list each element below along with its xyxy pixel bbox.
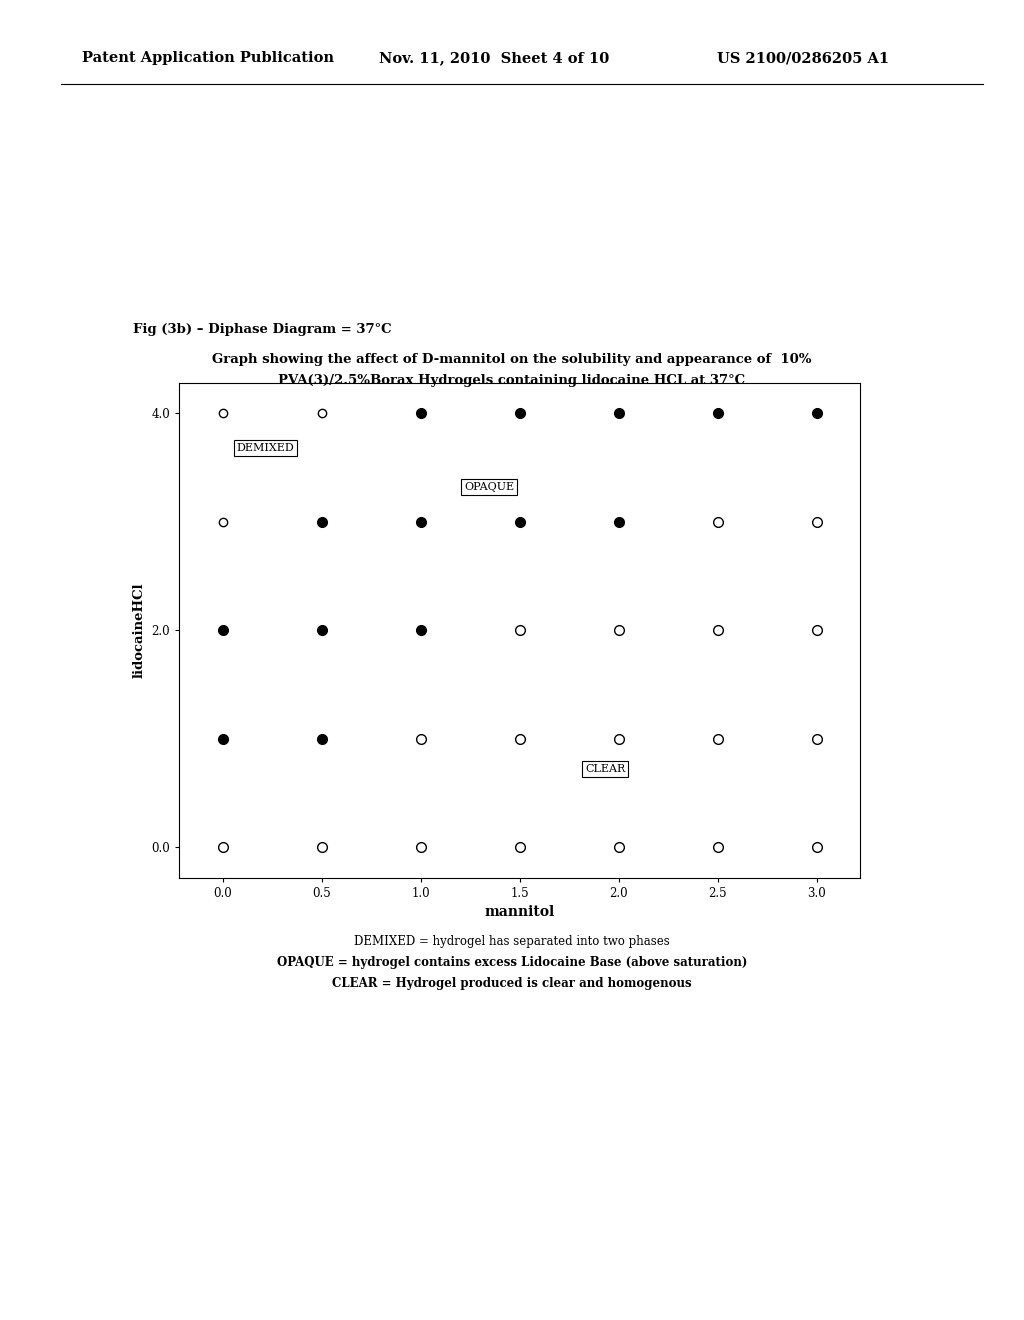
Text: Graph showing the affect of D-mannitol on the solubility and appearance of  10%: Graph showing the affect of D-mannitol o… [212,352,812,366]
Text: US 2100/0286205 A1: US 2100/0286205 A1 [717,51,889,65]
Text: Patent Application Publication: Patent Application Publication [82,51,334,65]
Text: Fig (3b) – Diphase Diagram = 37°C: Fig (3b) – Diphase Diagram = 37°C [133,322,392,335]
Text: DEMIXED: DEMIXED [237,444,294,453]
Text: PVA(3)/2.5%Borax Hydrogels containing lidocaine HCL at 37°C: PVA(3)/2.5%Borax Hydrogels containing li… [279,374,745,387]
Text: OPAQUE: OPAQUE [464,482,514,492]
Text: OPAQUE = hydrogel contains excess Lidocaine Base (above saturation): OPAQUE = hydrogel contains excess Lidoca… [276,956,748,969]
Text: Nov. 11, 2010  Sheet 4 of 10: Nov. 11, 2010 Sheet 4 of 10 [379,51,609,65]
X-axis label: mannitol: mannitol [484,906,555,920]
Y-axis label: lidocaineHCl: lidocaineHCl [133,582,145,678]
Text: CLEAR: CLEAR [585,764,626,775]
Text: DEMIXED = hydrogel has separated into two phases: DEMIXED = hydrogel has separated into tw… [354,935,670,948]
Text: CLEAR = Hydrogel produced is clear and homogenous: CLEAR = Hydrogel produced is clear and h… [332,977,692,990]
